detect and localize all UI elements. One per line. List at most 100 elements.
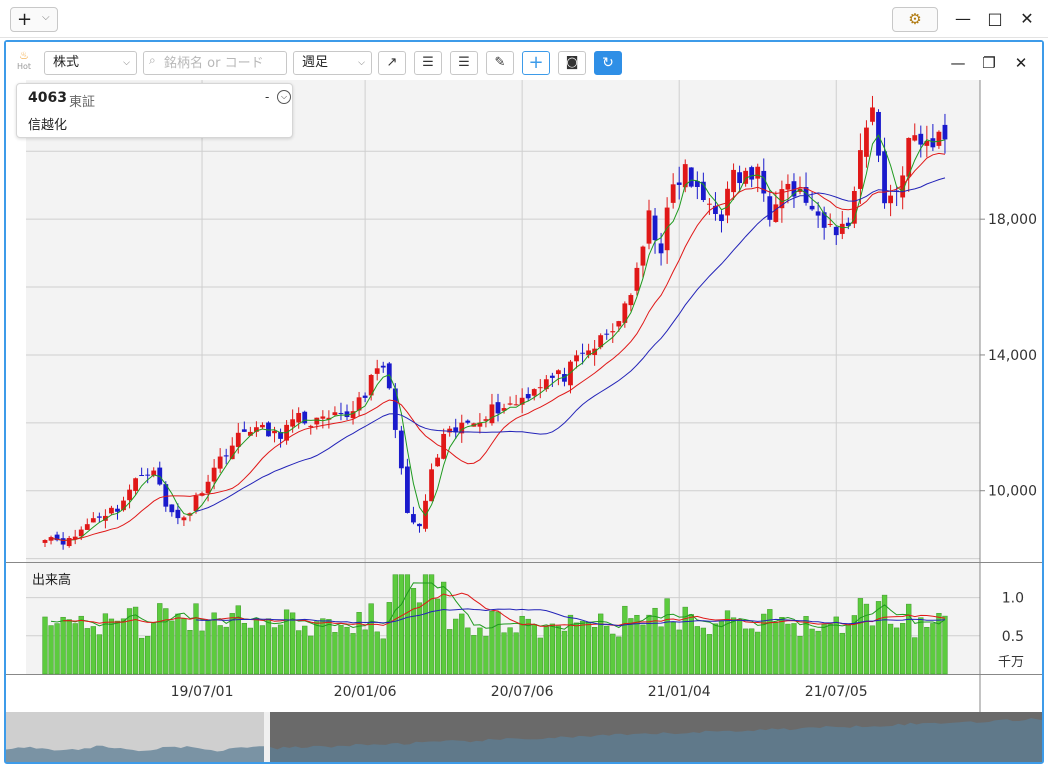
refresh-icon: ↻: [602, 55, 614, 71]
volume-bar: [398, 574, 405, 675]
volume-bar: [199, 630, 205, 675]
candle-body: [169, 504, 175, 513]
volume-bar: [513, 632, 519, 675]
candle-body: [326, 417, 332, 420]
volume-bar: [241, 622, 247, 675]
period-select[interactable]: 週足 ⌵: [293, 51, 372, 75]
align-left-button[interactable]: ☰: [414, 51, 442, 75]
candle-body: [296, 412, 302, 423]
volume-bar: [718, 620, 725, 675]
range-navigator[interactable]: [6, 712, 1044, 762]
candle-body: [791, 181, 797, 197]
volume-bar: [694, 626, 700, 675]
candle-body: [586, 350, 591, 356]
align-right-button[interactable]: ☰: [450, 51, 478, 75]
volume-bar: [259, 625, 266, 675]
volume-bar: [682, 606, 688, 675]
window-minimize-button[interactable]: —: [955, 9, 971, 28]
candle-body: [211, 467, 217, 482]
candle-body: [737, 172, 742, 184]
volume-bar: [271, 627, 278, 675]
candle-body: [344, 411, 350, 418]
plus-icon: +: [17, 9, 33, 30]
date-tick-label: 20/07/06: [491, 684, 554, 700]
volume-bar: [616, 636, 622, 675]
volume-bar: [247, 627, 254, 675]
candle-body: [519, 397, 525, 405]
volume-bar: [459, 613, 465, 675]
volume-bar: [217, 625, 223, 675]
security-type-select[interactable]: 株式 ⌵: [44, 51, 137, 75]
add-window-button[interactable]: + ⌵: [10, 7, 58, 32]
hot-button[interactable]: ♨ Hot: [15, 50, 33, 72]
volume-bar: [519, 615, 525, 675]
candle-body: [604, 333, 610, 335]
volume-bar: [664, 598, 670, 675]
candle-body: [513, 404, 519, 406]
volume-bar: [434, 598, 441, 675]
candle-body: [398, 430, 404, 469]
candle-body: [266, 422, 271, 437]
candle-body: [628, 295, 634, 306]
candle-body: [537, 387, 543, 389]
volume-bar: [163, 608, 169, 675]
candle-body: [809, 205, 815, 210]
camera-icon: ◙: [565, 55, 579, 70]
refresh-button[interactable]: ↻: [594, 51, 622, 75]
candle-body: [362, 395, 368, 398]
volume-bar: [350, 633, 356, 675]
candle-body: [906, 137, 912, 177]
candle-body: [356, 397, 362, 411]
candle-body: [773, 204, 779, 222]
volume-pane-label: 出来高: [32, 572, 71, 588]
settings-button[interactable]: ⚙: [892, 7, 938, 32]
symbol-market: 東証: [69, 95, 96, 110]
candle-body: [827, 223, 833, 225]
trendline-button[interactable]: ↗: [378, 51, 406, 75]
volume-bar: [477, 627, 483, 675]
gear-icon: ⚙: [908, 10, 922, 28]
volume-bar: [428, 574, 435, 675]
volume-bar: [356, 612, 362, 675]
volume-bar: [755, 631, 761, 675]
volume-bar: [930, 623, 936, 675]
date-tick-label: 21/07/05: [805, 684, 868, 700]
collapse-dash[interactable]: -: [265, 90, 270, 104]
candle-body: [574, 355, 579, 362]
symbol-search[interactable]: ⌕: [143, 51, 287, 75]
volume-bar: [265, 618, 272, 675]
panel-close-button[interactable]: ✕: [1014, 54, 1028, 72]
crosshair-button[interactable]: +: [522, 51, 550, 75]
candle-body: [839, 223, 845, 234]
volume-bar: [465, 627, 471, 675]
window-maximize-button[interactable]: □: [987, 9, 1003, 28]
panel-minimize-button[interactable]: —: [950, 54, 966, 72]
volume-bar: [296, 630, 302, 675]
candle-body: [700, 181, 706, 201]
candle-body: [411, 514, 416, 523]
candle-body: [507, 403, 513, 405]
volume-bar: [175, 613, 181, 675]
chart-area[interactable]: 10,000 14,000 18,000 1.0 0.5 千万 出来高 19/07/01 20/…: [6, 42, 1042, 712]
volume-bar: [507, 627, 513, 675]
window-close-button[interactable]: ✕: [1020, 9, 1034, 28]
panel-restore-button[interactable]: ❐: [982, 54, 996, 72]
screenshot-button[interactable]: ◙: [558, 51, 586, 75]
candle-body: [851, 191, 857, 224]
volume-bar: [610, 633, 616, 675]
volume-bar: [120, 618, 127, 675]
volume-bar: [525, 618, 531, 675]
expand-circle-icon[interactable]: ⌵: [277, 90, 291, 104]
candle-body: [580, 352, 585, 354]
symbol-search-input[interactable]: [164, 54, 282, 72]
price-plot-background: [26, 80, 980, 562]
candle-body: [743, 170, 749, 184]
candle-body: [525, 394, 531, 399]
draw-button[interactable]: ✎: [486, 51, 514, 75]
volume-bar: [72, 623, 78, 675]
volume-bar: [585, 621, 592, 675]
candle-body: [549, 375, 555, 378]
volume-bar: [622, 605, 628, 675]
volume-bar: [730, 617, 737, 675]
candle-body: [930, 138, 936, 148]
